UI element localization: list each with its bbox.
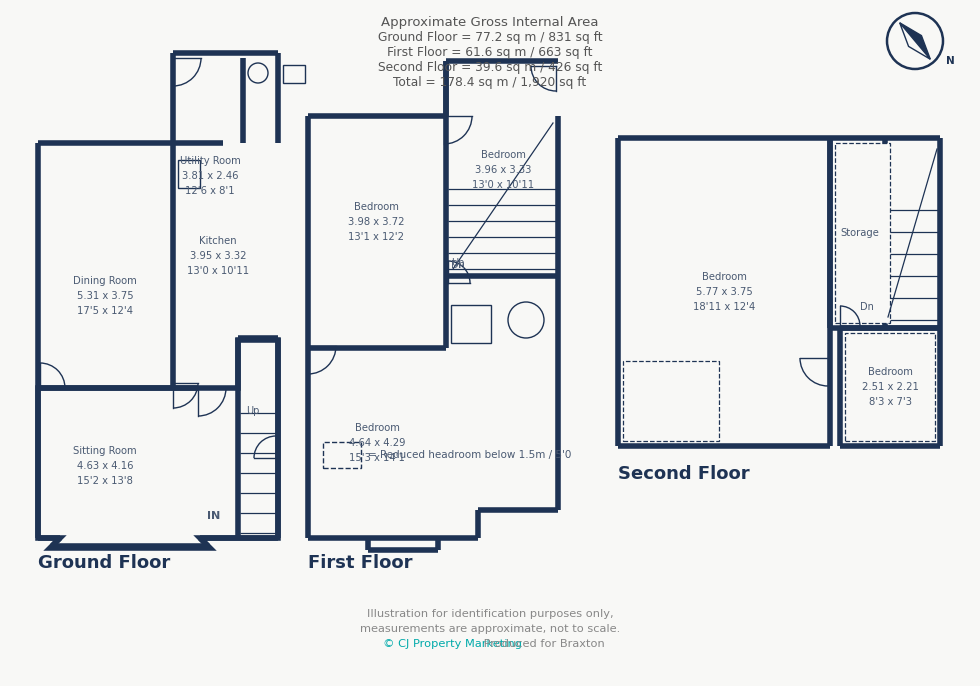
Text: Up: Up [451,258,465,268]
Text: Bedroom
3.98 x 3.72
13'1 x 12'2: Bedroom 3.98 x 3.72 13'1 x 12'2 [348,202,405,241]
Bar [623,361,719,441]
Text: Total = 178.4 sq m / 1,920 sq ft: Total = 178.4 sq m / 1,920 sq ft [393,76,587,89]
Text: First Floor: First Floor [308,554,413,572]
Text: Approximate Gross Internal Area: Approximate Gross Internal Area [381,16,599,29]
Text: Dining Room
5.31 x 3.75
17'5 x 12'4: Dining Room 5.31 x 3.75 17'5 x 12'4 [74,276,137,316]
Text: Produced for Braxton: Produced for Braxton [479,639,605,649]
Text: = Reduced headroom below 1.5m / 5'0: = Reduced headroom below 1.5m / 5'0 [368,450,571,460]
Text: Second Floor: Second Floor [618,465,750,483]
Bar [451,305,491,343]
Bar [845,333,935,441]
Bar [835,143,890,323]
Text: Storage: Storage [841,228,879,238]
Text: Bedroom
5.77 x 3.75
18'11 x 12'4: Bedroom 5.77 x 3.75 18'11 x 12'4 [693,272,756,312]
Text: Bedroom
3.96 x 3.33
13'0 x 10'11: Bedroom 3.96 x 3.33 13'0 x 10'11 [472,150,534,190]
Text: Ground Floor = 77.2 sq m / 831 sq ft: Ground Floor = 77.2 sq m / 831 sq ft [377,31,603,44]
Polygon shape [900,23,930,59]
Text: Bedroom
2.51 x 2.21
8'3 x 7'3: Bedroom 2.51 x 2.21 8'3 x 7'3 [861,367,918,407]
Bar [323,442,361,468]
Text: Kitchen
3.95 x 3.32
13'0 x 10'11: Kitchen 3.95 x 3.32 13'0 x 10'11 [187,236,249,276]
Text: measurements are approximate, not to scale.: measurements are approximate, not to sca… [360,624,620,634]
Text: First Floor = 61.6 sq m / 663 sq ft: First Floor = 61.6 sq m / 663 sq ft [387,46,593,59]
Text: Utility Room
3.81 x 2.46
12'6 x 8'1: Utility Room 3.81 x 2.46 12'6 x 8'1 [179,156,240,196]
Text: Up: Up [246,406,260,416]
Text: Dn: Dn [451,260,465,270]
Polygon shape [38,340,278,548]
Text: Sitting Room
4.63 x 4.16
15'2 x 13'8: Sitting Room 4.63 x 4.16 15'2 x 13'8 [74,446,137,486]
Polygon shape [900,23,930,59]
Bar [283,65,305,83]
Text: N: N [946,56,955,66]
Text: Ground Floor: Ground Floor [38,554,171,572]
Text: Illustration for identification purposes only,: Illustration for identification purposes… [367,609,613,619]
Text: © CJ Property Marketing: © CJ Property Marketing [382,639,521,649]
Text: Second Floor = 39.6 sq m / 426 sq ft: Second Floor = 39.6 sq m / 426 sq ft [378,61,602,74]
Text: Dn: Dn [860,302,874,312]
Text: Bedroom
4.64 x 4.29
15'3 x 14'1: Bedroom 4.64 x 4.29 15'3 x 14'1 [349,423,406,463]
Bar [178,160,200,188]
Text: IN: IN [207,511,220,521]
